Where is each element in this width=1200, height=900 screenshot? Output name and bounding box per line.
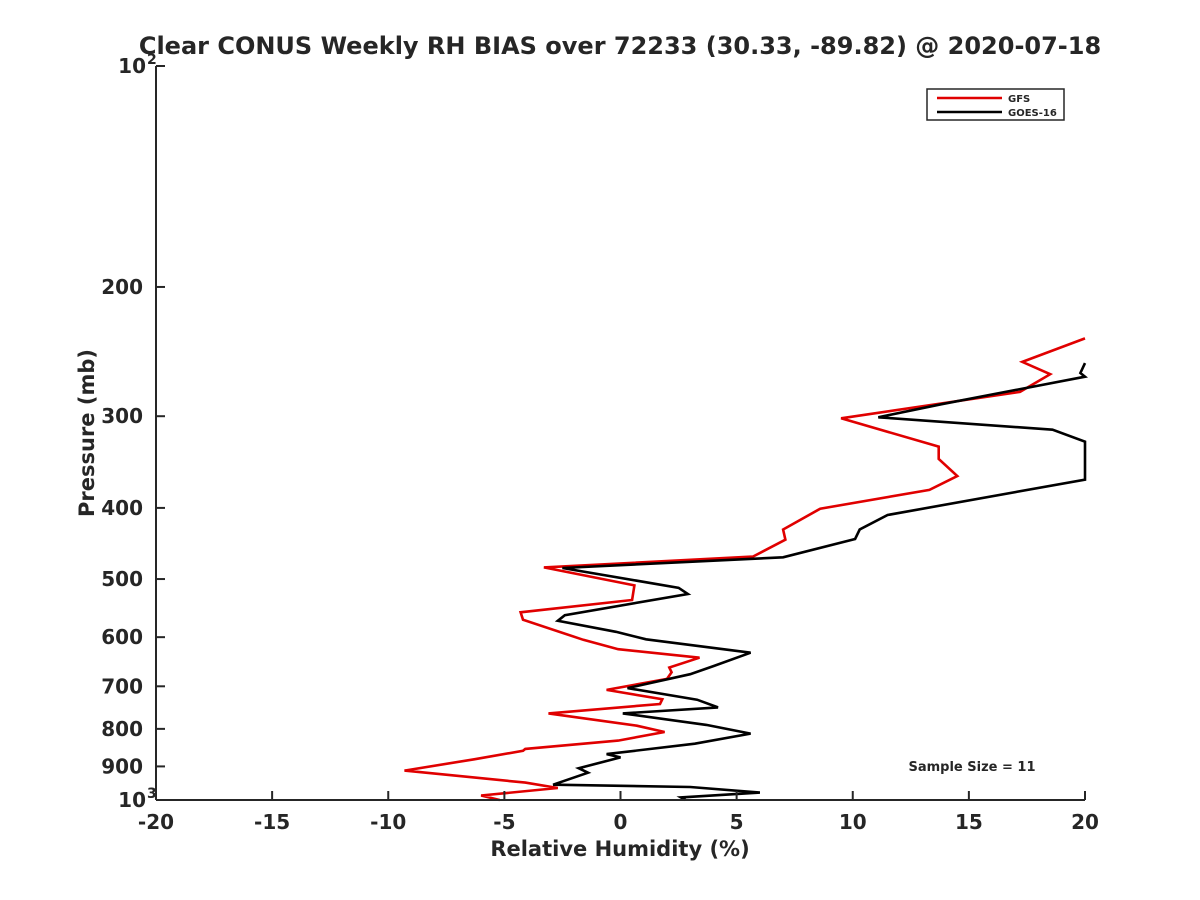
legend-label-gfs: GFS [1008,94,1030,105]
y-tick-label: 700 [101,674,143,698]
sample-size-annotation: Sample Size = 11 [908,760,1035,775]
y-tick-label: 800 [101,717,143,741]
x-tick-label: -10 [370,810,406,834]
y-tick-label: 600 [101,625,143,649]
x-ticks: -20 -15 -10 -5 0 5 10 15 20 [138,791,1099,834]
y-tick-label: 10 [118,788,146,812]
y-tick-label: 300 [101,404,143,428]
x-tick-label: 5 [730,810,744,834]
x-tick-label: 20 [1071,810,1099,834]
legend-box [926,88,1065,121]
legend-label-goes-16: GOES-16 [1008,108,1057,119]
x-tick-label: 0 [614,810,628,834]
y-axis-label: Pressure (mb) [75,349,99,517]
x-tick-label: -5 [493,810,515,834]
x-tick-label: 10 [839,810,867,834]
y-tick-label: 200 [101,275,143,299]
y-tick-label: 10 [118,54,146,78]
x-tick-label: -15 [254,810,290,834]
y-tick-exponent: 2 [147,52,157,68]
y-tick-exponent: 3 [147,786,157,802]
x-tick-label: 15 [955,810,983,834]
series-layer [404,337,1089,802]
x-axis-label: Relative Humidity (%) [490,837,749,861]
y-tick-label: 400 [101,496,143,520]
series-line-goes-16 [552,362,1089,802]
x-tick-label: -20 [138,810,174,834]
chart-title: Clear CONUS Weekly RH BIAS over 72233 (3… [139,32,1101,60]
series-line-gfs [404,337,1086,802]
y-tick-label: 500 [101,567,143,591]
legend: GFS GOES-16 [926,88,1065,121]
y-tick-label: 900 [101,754,143,778]
